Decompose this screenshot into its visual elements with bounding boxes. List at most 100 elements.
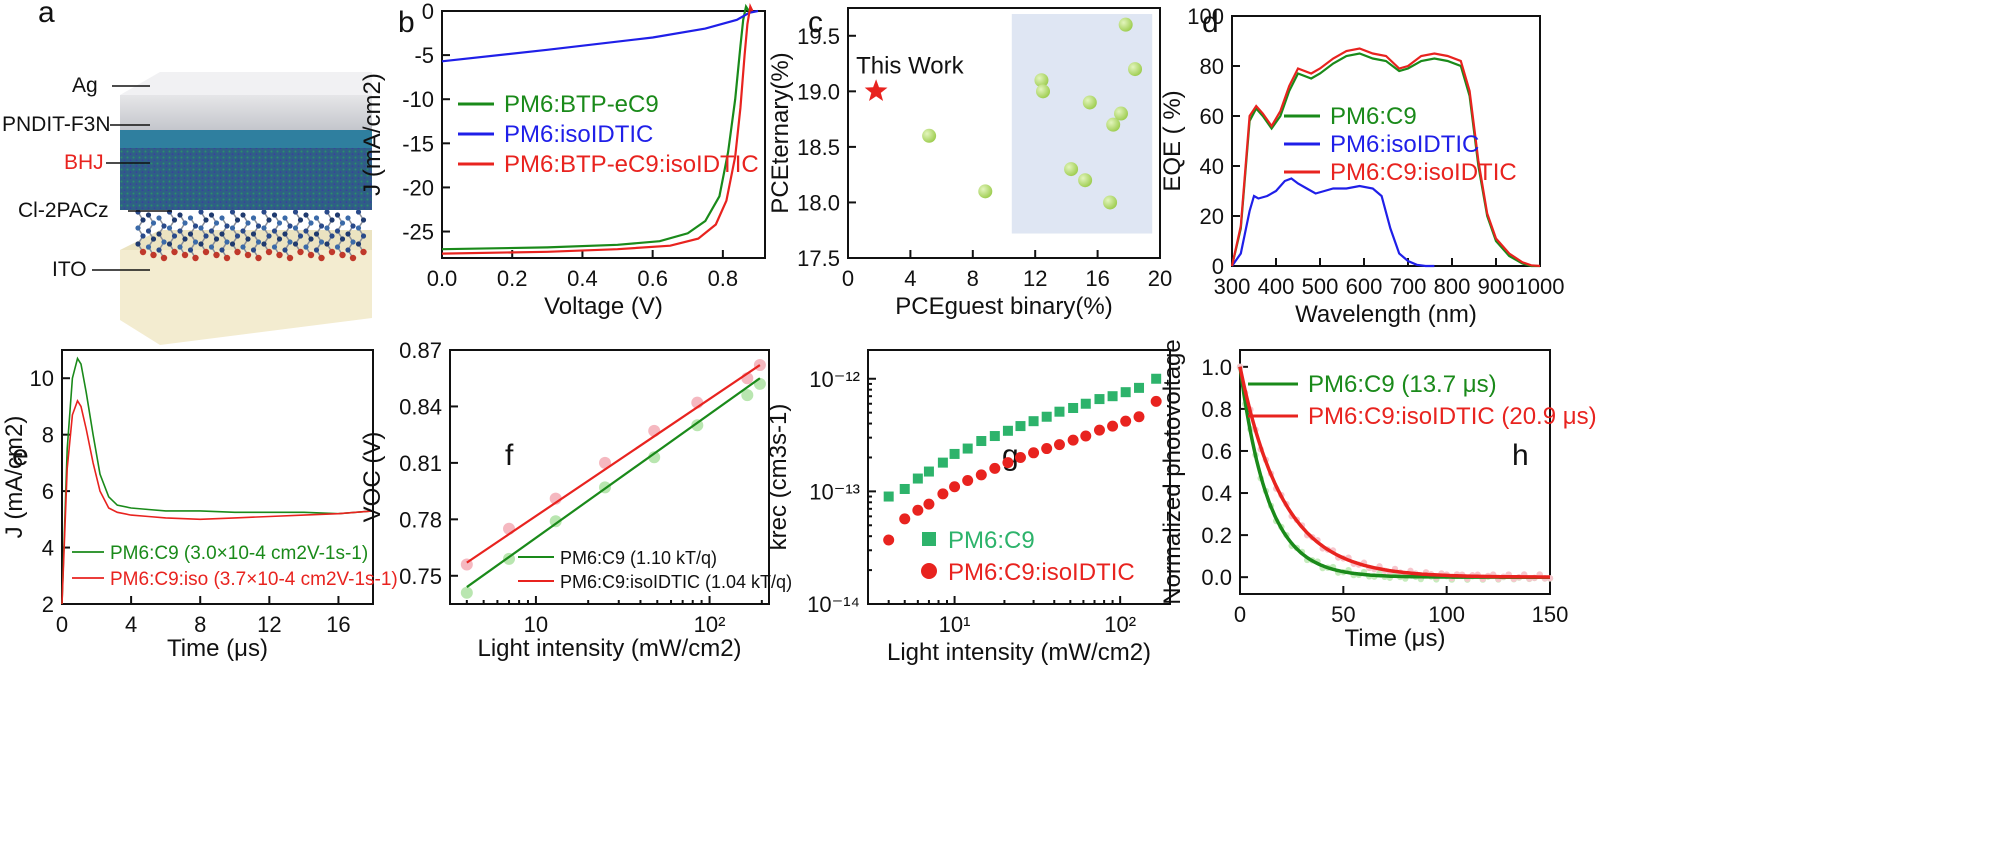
sam-atom [240,244,246,250]
data-point [1002,425,1013,436]
sam-atom [345,231,351,237]
data-point [1068,402,1079,413]
data-point [989,431,1000,442]
y-tick-label: 40 [1200,154,1224,179]
data-point [912,473,923,484]
x-tick-label: 300 [1214,274,1251,299]
chart-c-frame [847,7,1161,259]
series-line [61,398,374,605]
y-axis-label: J (mA/cm2) [359,73,386,196]
sam-atom [329,217,335,223]
y-tick-label: 0.6 [1201,439,1232,464]
sam-atom [192,223,199,229]
sam-atom [166,209,173,215]
sam-atom [234,233,241,239]
sam-atom [308,220,314,226]
chart-g-marks: PM6:C9 PM6:C9:isoIDTIC [883,373,1162,586]
series-line [441,9,759,63]
chart-b-marks: PM6:BTP-eC9 PM6:isoIDTIC PM6:BTP-eC9:isoID… [441,2,759,255]
panel-c: c 0 4 8 12 16 20 17.5 18.0 18.5 19.0 19.5 PCEguest … [767,6,1172,320]
legend-label: PM6:C9:isoIDTIC [1330,159,1517,186]
data-point [1054,406,1065,417]
sam-atom [166,225,173,231]
sam-atom [286,254,294,262]
y-tick-label: 0.2 [1201,523,1232,548]
y-axis-label: VOC (V) [359,432,386,523]
series-line [441,3,750,251]
sam-atom [271,244,278,250]
sam-atom [355,225,362,231]
data-point [899,513,911,525]
sam-atom [261,241,267,247]
y-tick-label: -10 [402,87,434,112]
x-tick-label: 12 [1023,266,1047,291]
layer-label-ag: Ag [72,74,98,97]
sam-atom [255,254,262,262]
sam-atom [282,247,288,253]
chart-f-marks: PM6:C9 (1.10 kT/q) PM6:C9:isoIDTIC (1.04 … [460,359,792,599]
sam-atom [276,220,283,226]
sam-atom [145,212,152,218]
sam-atom [271,228,278,234]
legend-label: PM6:C9 [1330,103,1417,130]
sam-atom [150,220,157,226]
x-tick-label: 1000 [1516,274,1565,299]
sam-atom [171,233,178,239]
x-tick-label: 8 [967,266,979,291]
sam-atom [156,247,162,253]
sam-atom [339,251,346,259]
data-point [1093,424,1105,436]
sam-atom [229,225,236,231]
y-tick-label: -25 [402,220,434,245]
sam-atom [360,248,367,256]
x-tick-label: 16 [1085,266,1109,291]
x-tick-label: 4 [904,266,916,291]
sam-atom [297,248,304,256]
x-tick-label: 8 [194,612,206,637]
this-work-annotation: This Work [856,52,965,79]
panel-a-letter: a [38,0,55,29]
sam-atom [187,231,194,237]
panel-d-letter: d [1202,6,1219,39]
y-tick-label: 80 [1200,54,1224,79]
sam-atom [203,233,209,239]
data-point [883,491,894,502]
legend-label: PM6:C9 (1.10 kT/q) [560,548,717,568]
layer-label-pndit-f3n: PNDIT-F3N [2,113,111,136]
data-point [962,443,973,454]
y-tick-label: 10⁻¹³ [809,479,860,504]
x-tick-label: 0.2 [497,266,528,291]
sam-atom [160,254,168,262]
y-tick-label: 20 [1200,204,1224,229]
sam-atom [324,209,330,215]
data-point [1133,411,1145,423]
sam-atom [156,231,162,237]
sam-atom [171,217,178,223]
sam-atom [287,223,293,229]
y-tick-label: 0.84 [399,394,442,419]
data-point [989,462,1001,474]
sam-atom [303,228,309,234]
ito-layer [120,250,372,345]
sam-atom [177,212,183,218]
sam-atom [171,248,178,256]
x-tick-label: 400 [1258,274,1295,299]
panel-e: e 0 4 8 12 16 2 4 6 8 10 Time (μs) J (mA/cm2) PM6:C… [1,349,398,662]
layer-label-cl-2pacz: Cl-2PACz [18,199,109,222]
y-tick-label: 18.0 [797,190,840,215]
y-tick-label: 10⁻¹² [809,367,860,392]
x-tick-label: 16 [326,612,350,637]
sam-atom [355,241,362,247]
sam-atom [276,251,283,259]
sam-atom [324,241,330,247]
y-tick-label: 0.87 [399,338,442,363]
sam-atom [156,215,162,221]
sam-atom [140,217,146,223]
data-point [1053,439,1065,451]
sam-atom [182,220,188,226]
y-tick-label: 100 [1187,4,1224,29]
y-tick-label: 4 [42,536,54,561]
pndit-f3n-layer [120,130,372,148]
data-point [1120,387,1131,398]
